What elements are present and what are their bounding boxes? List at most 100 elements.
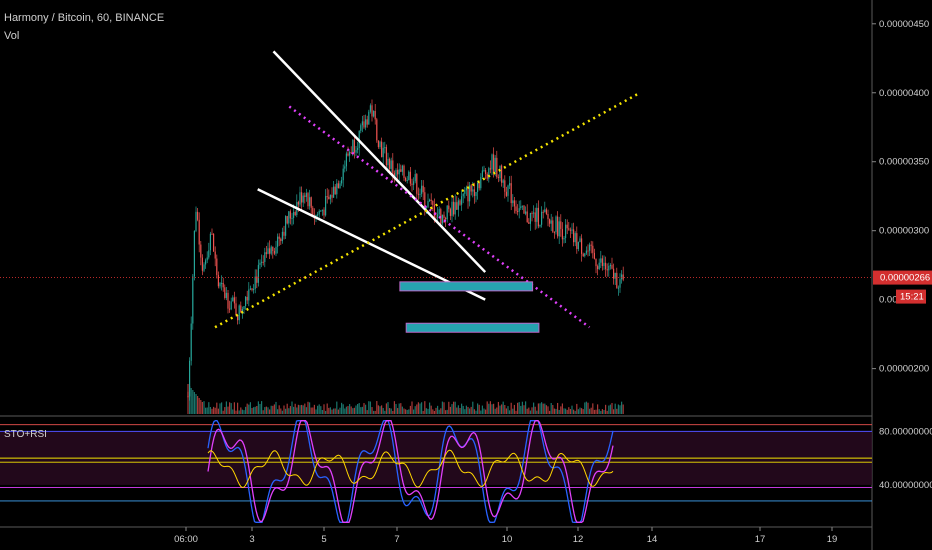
candle-body bbox=[249, 288, 251, 290]
candle-body bbox=[469, 185, 471, 202]
volume-bar bbox=[419, 403, 421, 414]
candle-body bbox=[595, 258, 597, 267]
candle-body bbox=[297, 202, 299, 205]
volume-bar bbox=[544, 403, 546, 414]
candle-body bbox=[259, 262, 261, 265]
candle-body bbox=[409, 171, 411, 184]
volume-bar bbox=[504, 404, 506, 414]
candle-body bbox=[320, 210, 322, 212]
volume-bar bbox=[525, 401, 527, 414]
volume-bar bbox=[349, 404, 351, 414]
volume-bar bbox=[493, 403, 495, 414]
candle-body bbox=[616, 272, 618, 288]
candle-body bbox=[563, 237, 565, 240]
candle-body bbox=[286, 216, 288, 224]
volume-bar bbox=[385, 403, 387, 414]
volume-bar bbox=[483, 408, 485, 414]
candle-body bbox=[542, 211, 544, 213]
volume-bar bbox=[421, 402, 423, 414]
candle-body bbox=[545, 209, 547, 214]
candle-body bbox=[613, 268, 615, 279]
volume-bar bbox=[481, 405, 483, 414]
candle-body bbox=[534, 212, 536, 222]
volume-bar bbox=[310, 407, 312, 414]
volume-bar bbox=[497, 401, 499, 414]
candle-body bbox=[267, 248, 269, 254]
candle-body bbox=[429, 199, 431, 201]
candle-body bbox=[208, 250, 210, 258]
candle-body bbox=[283, 231, 285, 236]
candle-body bbox=[448, 205, 450, 210]
candle-body bbox=[480, 177, 482, 189]
volume-bar bbox=[326, 403, 328, 414]
volume-bar bbox=[341, 402, 343, 414]
volume-bar bbox=[320, 406, 322, 414]
volume-bar bbox=[507, 406, 509, 414]
volume-bar bbox=[432, 409, 434, 414]
candle-body bbox=[558, 221, 560, 237]
volume-bar bbox=[280, 408, 282, 414]
candle-body bbox=[536, 207, 538, 222]
volume-bar bbox=[273, 404, 275, 414]
candle-body bbox=[526, 211, 528, 223]
candle-body bbox=[445, 217, 447, 220]
symbol-legend[interactable]: Harmony / Bitcoin, 60, BINANCE bbox=[4, 12, 165, 24]
candle-body bbox=[501, 165, 503, 183]
volume-bar bbox=[262, 410, 264, 414]
candle-body bbox=[465, 187, 467, 191]
time-tick-label: 7 bbox=[394, 534, 399, 545]
volume-bar bbox=[531, 407, 533, 414]
support-zone bbox=[399, 281, 534, 292]
candle-body bbox=[245, 296, 247, 307]
volume-bar bbox=[494, 408, 496, 414]
volume-bar bbox=[473, 409, 475, 414]
volume-bar bbox=[488, 403, 490, 414]
indicator-legend[interactable]: STO+RSI bbox=[4, 429, 47, 440]
volume-bar bbox=[233, 402, 235, 414]
candle-body bbox=[275, 246, 277, 254]
time-tick-label: 06:00 bbox=[174, 534, 198, 545]
volume-bar bbox=[270, 405, 272, 414]
candle-body bbox=[443, 214, 445, 218]
volume-bar bbox=[592, 403, 594, 414]
volume-bar bbox=[581, 408, 583, 414]
candle-body bbox=[312, 207, 314, 217]
volume-bar bbox=[389, 408, 391, 414]
wedge-trendline bbox=[257, 188, 486, 301]
candle-body bbox=[598, 262, 600, 270]
volume-bar bbox=[601, 409, 603, 414]
volume-bar bbox=[336, 401, 338, 414]
volume-bar bbox=[571, 405, 573, 414]
candle-body bbox=[408, 171, 410, 181]
candle-body bbox=[483, 170, 485, 172]
candle-body bbox=[485, 170, 487, 174]
volume-bar bbox=[589, 408, 591, 414]
volume-bar bbox=[192, 390, 194, 414]
volume-bar bbox=[304, 403, 306, 414]
price-tick-label: 0.00000450 bbox=[879, 19, 929, 30]
candle-body bbox=[446, 205, 448, 220]
candle-body bbox=[504, 180, 506, 192]
candle-body bbox=[515, 206, 517, 212]
volume-bar bbox=[387, 402, 389, 414]
volume-bar bbox=[398, 403, 400, 414]
volume-bar bbox=[577, 409, 579, 414]
volume-bar bbox=[368, 401, 370, 414]
candle-body bbox=[459, 200, 461, 205]
time-tick-label: 17 bbox=[755, 534, 766, 545]
volume-bar bbox=[597, 404, 599, 414]
candle-body bbox=[325, 196, 327, 216]
candle-body bbox=[491, 154, 493, 170]
volume-bar bbox=[617, 404, 619, 414]
candle-body bbox=[198, 219, 200, 245]
candle-body bbox=[622, 274, 624, 280]
volume-bar bbox=[413, 409, 415, 414]
candle-body bbox=[505, 191, 507, 196]
candle-body bbox=[425, 207, 427, 209]
volume-bar bbox=[425, 408, 427, 414]
volume-legend[interactable]: Vol bbox=[4, 30, 20, 42]
support-zone bbox=[405, 322, 540, 333]
volume-bar bbox=[568, 407, 570, 414]
candle-body bbox=[582, 253, 584, 257]
